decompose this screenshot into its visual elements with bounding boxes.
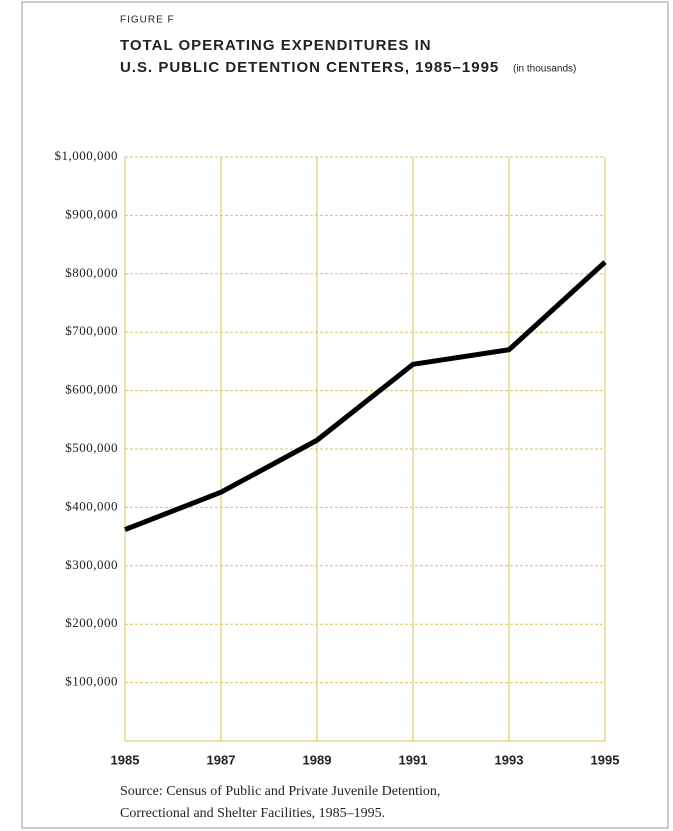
y-tick-label: $500,000 xyxy=(65,440,118,455)
unit-note: (in thousands) xyxy=(513,64,576,75)
y-tick-label: $300,000 xyxy=(65,557,118,572)
y-tick-label: $800,000 xyxy=(65,265,118,280)
source: Correctional and Shelter Facilities, 198… xyxy=(120,806,385,821)
source: Source: Census of Public and Private Juv… xyxy=(120,784,440,799)
figure-label: FIGURE F xyxy=(120,15,175,26)
data-line xyxy=(124,260,607,532)
y-tick-label: $600,000 xyxy=(65,382,118,397)
chart-title: TOTAL OPERATING EXPENDITURES IN xyxy=(120,37,432,54)
y-tick-label: $900,000 xyxy=(65,206,118,221)
y-tick-label: $700,000 xyxy=(65,323,118,338)
y-tick-label: $200,000 xyxy=(65,615,118,630)
x-tick-label: 1995 xyxy=(591,752,620,767)
chart-title: U.S. PUBLIC DETENTION CENTERS, 1985–1995 xyxy=(120,59,499,76)
y-tick-label: $1,000,000 xyxy=(55,148,119,163)
y-tick-label: $400,000 xyxy=(65,498,118,513)
x-tick-label: 1989 xyxy=(303,752,332,767)
x-tick-label: 1987 xyxy=(207,752,236,767)
x-tick-label: 1993 xyxy=(495,752,524,767)
y-tick-label: $100,000 xyxy=(65,674,118,689)
x-tick-label: 1985 xyxy=(111,752,140,767)
frame xyxy=(21,1,669,829)
x-tick-label: 1991 xyxy=(399,752,428,767)
